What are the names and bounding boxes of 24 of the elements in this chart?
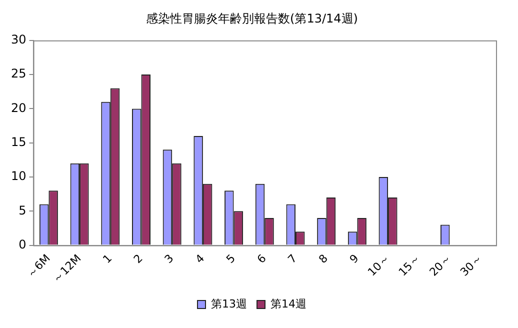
y-tick-label: 5 <box>18 203 26 218</box>
x-tick-label: 20～ <box>427 252 454 279</box>
y-tick-label: 25 <box>10 66 26 81</box>
chart-title: 感染性胃腸炎年齢別報告数(第13/14週) <box>146 11 358 26</box>
x-tick-label: 6 <box>254 252 269 266</box>
legend-label: 第14週 <box>270 297 306 310</box>
x-tick-label: 8 <box>316 252 330 266</box>
y-tick-label: 0 <box>18 237 26 252</box>
x-tick-label: 15～ <box>396 252 424 279</box>
x-tick-label: 5 <box>224 252 238 266</box>
x-tick-label: 4 <box>192 252 208 266</box>
x-tick-label: 7 <box>285 252 300 266</box>
legend-label: 第13週 <box>211 297 248 310</box>
x-tick-label: 30～ <box>458 252 485 279</box>
y-tick-label: 20 <box>10 100 26 115</box>
x-tick-label: 10～ <box>365 252 392 279</box>
y-tick-label: 30 <box>10 32 26 47</box>
x-tick-label: 1 <box>100 252 115 266</box>
x-tick-label: 2 <box>131 252 146 266</box>
y-tick-label: 10 <box>10 169 26 184</box>
y-tick-label: 15 <box>10 134 26 149</box>
x-tick-label: ～6M <box>24 252 53 281</box>
x-tick-label: 9 <box>347 252 362 266</box>
x-tick-label: 3 <box>162 252 176 266</box>
